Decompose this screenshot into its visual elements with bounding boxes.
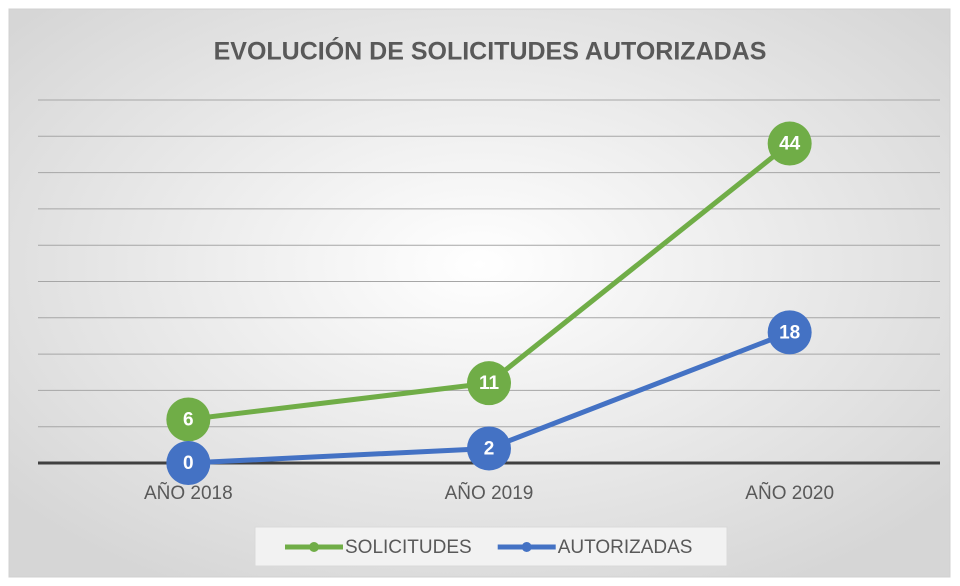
chart-background <box>8 8 951 578</box>
x-tick-label: AÑO 2020 <box>745 482 834 504</box>
data-point <box>767 310 812 355</box>
data-label: 18 <box>779 322 800 343</box>
legend-label: SOLICITUDES <box>345 537 472 558</box>
chart-title: EVOLUCIÓN DE SOLICITUDES AUTORIZADAS <box>214 36 767 66</box>
data-label: 44 <box>779 134 801 155</box>
data-label: 6 <box>183 409 194 430</box>
data-label: 11 <box>479 373 500 394</box>
legend-marker <box>521 542 532 552</box>
legend-label: AUTORIZADAS <box>558 537 693 558</box>
data-point <box>166 397 211 442</box>
data-point <box>767 121 812 166</box>
x-tick-label: AÑO 2018 <box>144 482 233 504</box>
data-label: 0 <box>183 453 194 474</box>
data-point <box>166 441 211 485</box>
x-tick-label: AÑO 2019 <box>445 482 534 504</box>
data-point <box>467 361 511 406</box>
data-point <box>467 426 511 471</box>
data-label: 2 <box>484 438 495 459</box>
legend-marker <box>309 542 319 552</box>
